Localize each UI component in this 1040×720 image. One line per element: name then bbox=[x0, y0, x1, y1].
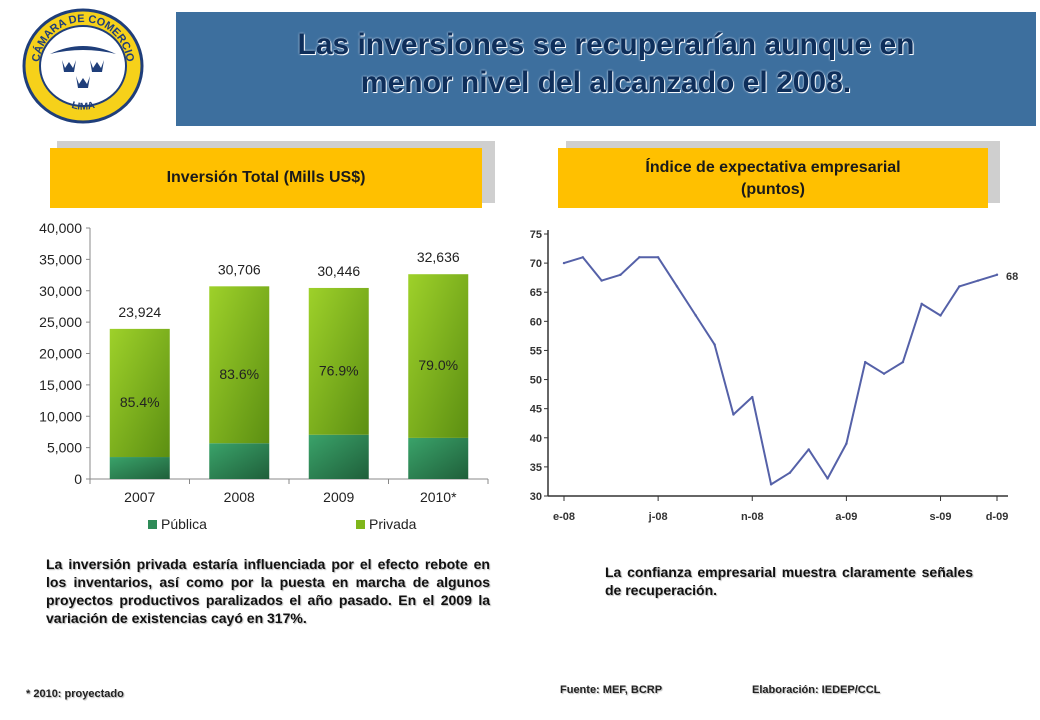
x-tick-label: 2010* bbox=[420, 489, 457, 505]
crowns-emblem-icon bbox=[50, 46, 116, 88]
data-point bbox=[920, 302, 923, 306]
x-tick-label: 2009 bbox=[323, 489, 354, 505]
x-tick-label: s-09 bbox=[930, 511, 952, 523]
data-point bbox=[638, 256, 641, 259]
header-inversion-total: Inversión Total (Mills US$) bbox=[50, 148, 482, 208]
y-tick-label: 45 bbox=[530, 404, 542, 416]
x-tick-label: n-08 bbox=[741, 511, 764, 523]
bar-share-label: 85.4% bbox=[120, 394, 160, 410]
y-tick-label: 55 bbox=[530, 345, 542, 357]
data-point bbox=[939, 314, 942, 317]
header-right-line-2: (puntos) bbox=[741, 181, 805, 198]
y-tick-label: 35 bbox=[530, 462, 542, 474]
title-line-2: menor nivel del alcanzado el 2008. bbox=[360, 66, 852, 99]
source-note: Fuente: MEF, BCRP bbox=[560, 684, 663, 696]
y-tick-label: 30 bbox=[530, 491, 542, 503]
data-point bbox=[995, 273, 999, 276]
y-tick-label: 15,000 bbox=[39, 377, 82, 393]
y-tick-label: 0 bbox=[74, 471, 82, 487]
title-banner bbox=[176, 12, 1036, 126]
series-line-expectativa bbox=[563, 256, 998, 486]
bar-publica bbox=[308, 434, 369, 479]
y-tick-label: 70 bbox=[530, 258, 542, 270]
data-point bbox=[619, 273, 622, 276]
bar-privada bbox=[109, 328, 170, 458]
y-tick-label: 50 bbox=[530, 375, 542, 387]
y-tick-label: 60 bbox=[530, 316, 542, 328]
x-tick-label: a-09 bbox=[835, 511, 857, 523]
elaboration-note: Elaboración: IEDEP/CCL bbox=[752, 684, 881, 696]
data-point bbox=[675, 285, 679, 288]
x-tick-label: 2008 bbox=[224, 489, 255, 505]
data-point bbox=[976, 279, 980, 282]
y-tick-label: 75 bbox=[530, 229, 542, 241]
y-tick-label: 10,000 bbox=[39, 408, 82, 424]
y-tick-label: 20,000 bbox=[39, 346, 82, 362]
bar-publica bbox=[109, 457, 170, 479]
y-tick-label: 30,000 bbox=[39, 283, 82, 299]
y-tick-label: 40,000 bbox=[39, 220, 82, 236]
data-point bbox=[864, 360, 867, 364]
x-tick-label: j-08 bbox=[648, 511, 668, 523]
data-point bbox=[882, 372, 886, 375]
data-point bbox=[562, 261, 566, 265]
y-tick-label: 25,000 bbox=[39, 314, 82, 330]
bar-share-label: 83.6% bbox=[219, 366, 259, 382]
bar-share-label: 76.9% bbox=[319, 362, 359, 378]
bar-total-label: 32,636 bbox=[417, 249, 460, 265]
analysis-text-left: La inversión privada estaría influenciad… bbox=[46, 556, 490, 626]
page-title: Las inversiones se recuperarían aunque e… bbox=[176, 26, 1036, 102]
bar-share-label: 79.0% bbox=[418, 357, 458, 373]
line-chart-expectativa: 30 35 40 45 50 55 60 65 70 75 e-08 j-08 n-08 a-09 s-09… bbox=[530, 229, 1019, 523]
bar-total-label: 30,706 bbox=[218, 261, 261, 277]
analysis-text-right: La confianza empresarial muestra clarame… bbox=[605, 564, 973, 598]
bar-total-label: 30,446 bbox=[317, 263, 360, 279]
legend-swatch-publica bbox=[148, 520, 157, 529]
data-point bbox=[581, 256, 585, 259]
footnote: * 2010: proyectado bbox=[26, 688, 124, 700]
legend-swatch-privada bbox=[356, 520, 365, 529]
bar-total-label: 23,924 bbox=[118, 304, 161, 320]
logo-text-bottom: - LIMA - bbox=[64, 98, 102, 113]
y-tick-label: 65 bbox=[530, 287, 542, 299]
data-point bbox=[958, 285, 961, 288]
data-point bbox=[656, 256, 660, 259]
x-tick-label: d-09 bbox=[986, 511, 1009, 523]
data-point bbox=[788, 471, 792, 474]
bar-privada bbox=[408, 274, 469, 438]
data-point bbox=[694, 314, 697, 317]
legend-label-privada: Privada bbox=[369, 516, 417, 532]
data-point bbox=[751, 395, 754, 399]
data-point bbox=[901, 360, 905, 364]
bar-privada bbox=[209, 286, 270, 444]
header-right-line-1: Índice de expectativa empresarial bbox=[645, 159, 901, 176]
bar-chart-inversion-total: 0 5,000 10,000 15,000 20,000 25,000 30,000 35,0… bbox=[39, 220, 489, 532]
x-tick-label: e-08 bbox=[553, 511, 575, 523]
end-value-label: 68 bbox=[1006, 271, 1018, 283]
x-tick-label: 2007 bbox=[124, 489, 155, 505]
bar-privada bbox=[308, 287, 369, 435]
camara-comercio-logo: CÁMARA DE COMERCIO - LIMA - bbox=[22, 8, 144, 124]
data-point bbox=[713, 343, 716, 346]
header-indice-expectativa: Índice de expectativa empresarial (punto… bbox=[558, 148, 988, 208]
bar-publica bbox=[209, 443, 270, 479]
data-point bbox=[732, 413, 735, 416]
data-point bbox=[600, 279, 603, 282]
data-point bbox=[845, 442, 848, 445]
data-point bbox=[769, 483, 773, 486]
y-tick-label: 5,000 bbox=[47, 440, 82, 456]
data-point bbox=[826, 477, 829, 480]
data-point bbox=[807, 448, 810, 451]
y-tick-label: 40 bbox=[530, 433, 542, 445]
svg-text:- LIMA -: - LIMA - bbox=[64, 98, 102, 113]
bar-publica bbox=[408, 437, 469, 479]
legend-label-publica: Pública bbox=[161, 516, 207, 532]
title-line-1: Las inversiones se recuperarían aunque e… bbox=[297, 28, 915, 61]
y-tick-label: 35,000 bbox=[39, 251, 82, 267]
